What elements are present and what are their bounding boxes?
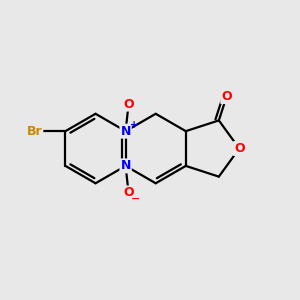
Text: Br: Br [27, 125, 42, 138]
Text: O: O [123, 187, 134, 200]
Text: O: O [221, 90, 232, 103]
Text: +: + [130, 120, 138, 130]
Text: −: − [131, 194, 141, 204]
Text: O: O [234, 142, 244, 155]
Text: N: N [120, 125, 131, 138]
Text: O: O [123, 98, 134, 111]
Text: N: N [120, 159, 131, 172]
